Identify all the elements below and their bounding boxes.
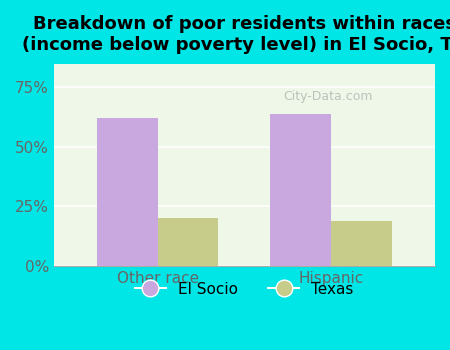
Bar: [97, 118, 158, 266]
Bar: [158, 218, 218, 266]
Title: Breakdown of poor residents within races
(income below poverty level) in El Soci: Breakdown of poor residents within races…: [22, 15, 450, 54]
Legend: El Socio, Texas: El Socio, Texas: [129, 275, 360, 303]
Bar: [270, 114, 331, 266]
Bar: [331, 220, 392, 266]
Text: City-Data.com: City-Data.com: [284, 90, 373, 103]
